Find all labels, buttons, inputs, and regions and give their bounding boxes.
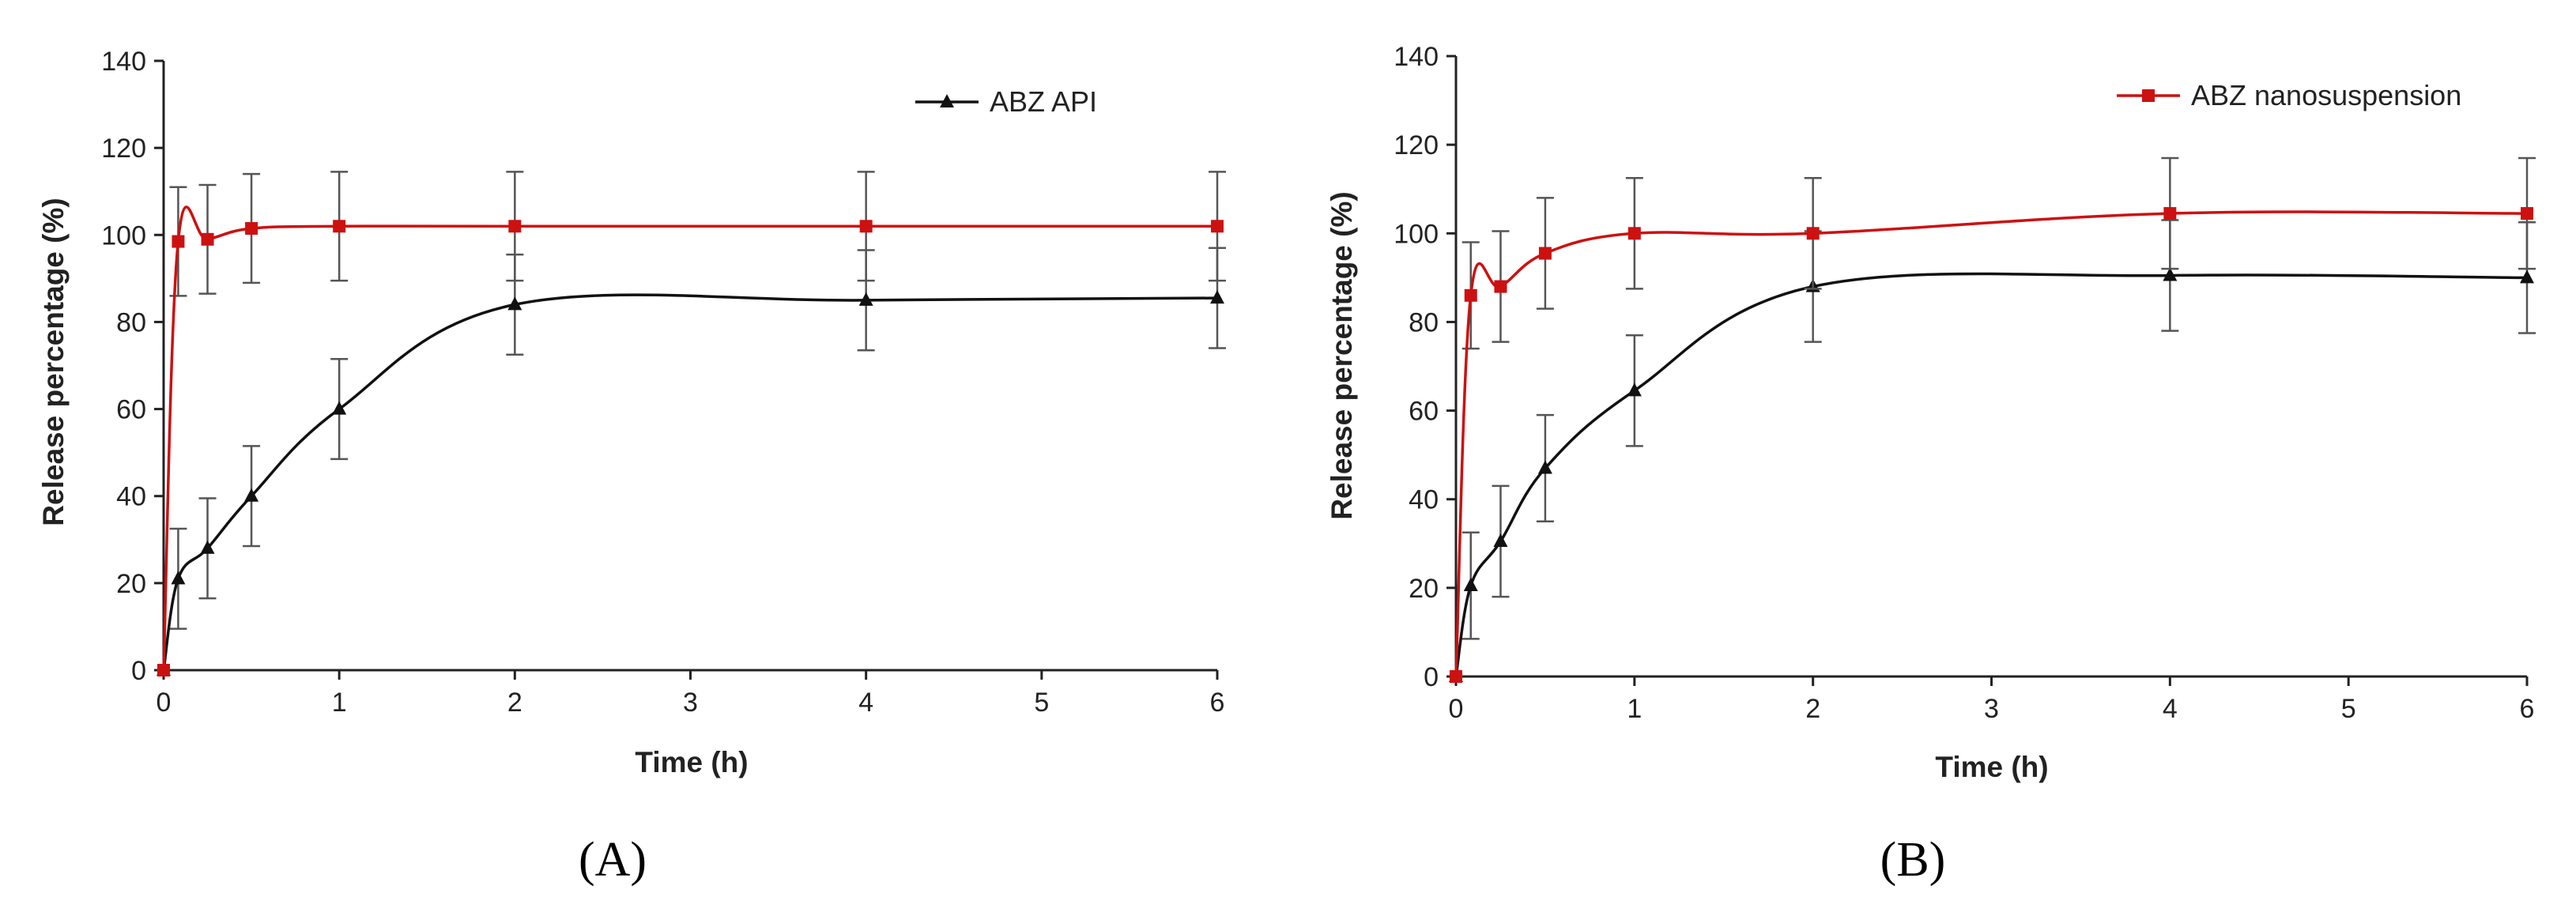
y-tick-label-a: 20 (116, 569, 146, 599)
axes-b: 0 20 40 60 80 100 120 140 0 1 2 3 4 5 6 (1394, 42, 2534, 724)
x-tick-label-a: 0 (157, 688, 172, 718)
y-tick-label-a: 60 (116, 395, 146, 425)
data-point (1463, 578, 1478, 592)
data-point (2520, 269, 2534, 284)
data-point (200, 540, 215, 554)
data-point (508, 220, 522, 233)
y-tick-label-b: 60 (1409, 397, 1439, 427)
data-point (507, 296, 522, 311)
panel-caption-a: (A) (579, 833, 647, 887)
y-tick-label-a: 0 (131, 656, 146, 686)
data-point (333, 220, 346, 233)
y-tick-label-b: 40 (1409, 485, 1439, 515)
x-tick-label-b: 1 (1627, 694, 1642, 724)
series-line (162, 293, 1218, 671)
legend-label-a: ABZ API (990, 85, 1097, 118)
data-point (245, 222, 258, 236)
panel-caption-b: (B) (1880, 833, 1946, 887)
x-tick-label-b: 5 (2341, 694, 2356, 724)
y-tick-label-b: 140 (1394, 42, 1439, 72)
y-tick-label-b: 100 (1394, 219, 1439, 249)
legend-a: ABZ API (915, 85, 1097, 118)
legend-symbol (2142, 89, 2155, 102)
series-b (1449, 156, 2536, 683)
data-point (172, 235, 185, 248)
x-tick-label-a: 4 (858, 688, 873, 718)
legend-label-b: ABZ nanosuspension (2191, 79, 2461, 111)
series-line (1454, 272, 2528, 677)
data-point (1210, 290, 1224, 304)
data-point (1450, 670, 1462, 683)
data-point (1493, 533, 1508, 547)
x-tick-label-b: 4 (2163, 694, 2178, 724)
x-tick-label-b: 6 (2520, 694, 2535, 724)
x-tick-label-a: 5 (1034, 688, 1049, 718)
data-point (1537, 460, 1552, 474)
y-tick-label-b: 20 (1409, 574, 1439, 604)
y-tick-label-a: 140 (101, 47, 146, 77)
data-point (2163, 267, 2178, 281)
y-tick-label-b: 120 (1394, 130, 1439, 160)
data-point (858, 292, 873, 306)
series-abz-nanosuspension-b (1450, 156, 2536, 683)
data-point (1627, 383, 1642, 397)
x-tick-label-a: 6 (1210, 688, 1225, 718)
y-tick-label-a: 100 (101, 220, 146, 251)
y-tick-label-a: 80 (116, 307, 146, 337)
data-point (2521, 207, 2533, 220)
legend-b: ABZ nanosuspension (2117, 79, 2461, 111)
legend-marker-b (2142, 89, 2155, 102)
y-tick-label-a: 120 (101, 134, 146, 164)
series-abz-api-b (1449, 219, 2536, 682)
y-tick-label-b: 0 (1424, 662, 1439, 692)
data-point (157, 664, 170, 676)
y-tick-label-a: 40 (116, 482, 146, 512)
data-point (332, 401, 347, 415)
data-point (1806, 227, 1820, 240)
y-tick-label-b: 80 (1409, 307, 1439, 337)
data-point (171, 571, 186, 585)
data-point (201, 232, 214, 246)
y-axis-title-b: Release percentage (%) (1326, 191, 1358, 519)
x-tick-label-a: 2 (507, 688, 522, 718)
axes-a: 0 20 40 60 80 100 120 140 0 1 2 3 4 5 6 (101, 47, 1224, 718)
data-point (1627, 227, 1641, 240)
panel-a: 0 20 40 60 80 100 120 140 0 1 2 3 4 5 6 ABZ API Time (… (37, 47, 1226, 887)
x-tick-label-b: 2 (1805, 694, 1820, 724)
x-tick-label-b: 3 (1984, 694, 1999, 724)
series-abz-nanosuspension-a (157, 171, 1226, 676)
x-axis-title-a: Time (h) (635, 746, 748, 778)
x-tick-label-a: 1 (332, 688, 347, 718)
panel-b: 0 20 40 60 80 100 120 140 0 1 2 3 4 5 6 ABZ nanosuspen… (1326, 42, 2536, 887)
x-axis-title-b: Time (h) (1935, 751, 2048, 783)
data-point (1464, 288, 1477, 302)
data-point (244, 488, 259, 502)
data-point (1211, 220, 1224, 233)
series-a (157, 171, 1226, 676)
x-tick-label-b: 0 (1449, 694, 1464, 724)
data-point (1538, 247, 1552, 260)
x-tick-label-a: 3 (683, 688, 698, 718)
legend-symbol (940, 94, 954, 107)
data-point (859, 220, 873, 233)
series-abz-api-a (157, 247, 1226, 676)
legend-marker-a (940, 94, 954, 107)
data-point (1494, 280, 1507, 293)
data-point (2163, 207, 2177, 220)
series-line (162, 205, 1217, 671)
series-line (1454, 210, 2528, 677)
y-axis-title-a: Release percentage (%) (37, 198, 70, 526)
